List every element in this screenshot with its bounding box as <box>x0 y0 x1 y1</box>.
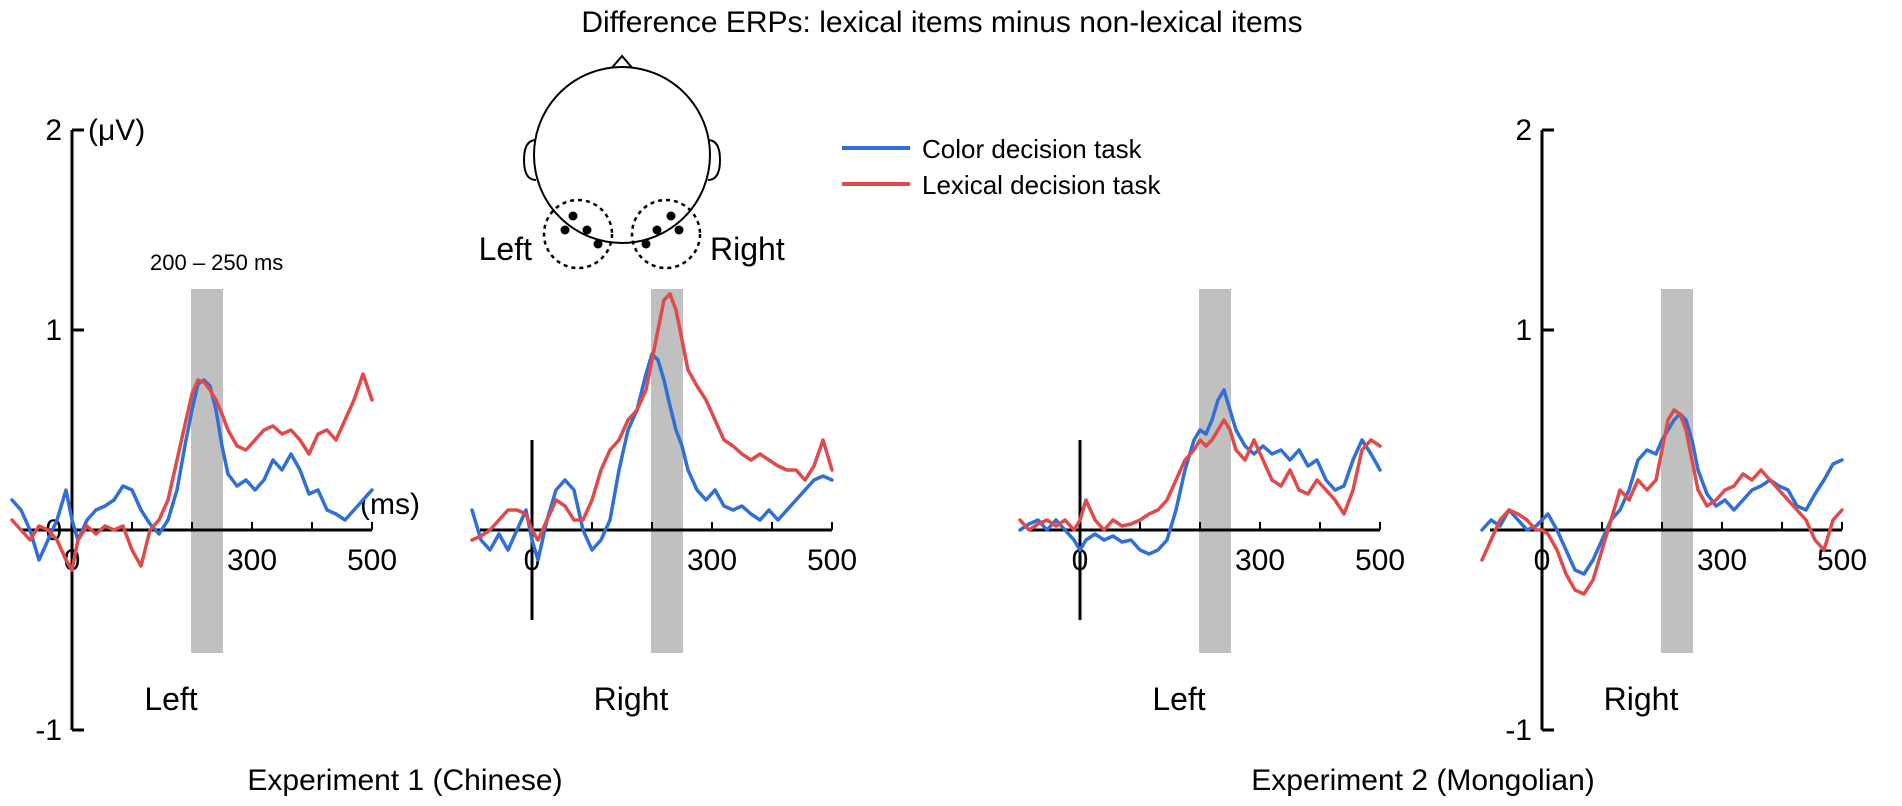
legend: Color decision task Lexical decision tas… <box>842 134 1161 200</box>
electrode-left-3 <box>582 225 592 235</box>
head-diagram: Left Right <box>479 54 785 270</box>
series-color-task-line <box>470 352 834 562</box>
series-lexical-task-line <box>10 372 374 572</box>
head-left-label: Left <box>479 231 532 267</box>
figure-title: Difference ERPs: lexical items minus non… <box>581 6 1302 39</box>
series-lexical-task-line <box>470 292 834 542</box>
legend-label-color-task: Color decision task <box>922 134 1143 164</box>
y-tick-label: -1 <box>1505 714 1532 747</box>
electrode-right-3 <box>652 225 662 235</box>
x-tick-label: 500 <box>807 544 857 577</box>
panel-label: Left <box>144 681 197 717</box>
right-electrode-group <box>630 198 702 270</box>
series-color-task-line <box>1018 388 1382 556</box>
x-tick-label: 300 <box>687 544 737 577</box>
y-tick-label: 1 <box>1515 314 1532 347</box>
legend-label-lexical-task: Lexical decision task <box>922 170 1161 200</box>
x-tick-label: 500 <box>347 544 397 577</box>
head-right-label: Right <box>710 231 785 267</box>
y-unit-label: (μV) <box>88 114 145 147</box>
series-lexical-task-line <box>1480 408 1844 596</box>
experiment-2-label: Experiment 2 (Mongolian) <box>1251 764 1595 797</box>
window-label: 200 – 250 ms <box>150 250 283 275</box>
head-outline <box>533 66 711 244</box>
electrode-right-2 <box>674 225 684 235</box>
panel-label: Right <box>594 681 669 717</box>
electrode-right-1 <box>666 211 676 221</box>
left-electrode-group <box>542 198 614 270</box>
panel-3: 0300500Left <box>1018 289 1405 717</box>
series-color-task-line <box>10 378 374 562</box>
analysis-window <box>191 289 223 653</box>
y-tick-label: -1 <box>35 714 62 747</box>
x-tick-label: 300 <box>1235 544 1285 577</box>
series-lexical-task-line <box>1018 418 1382 532</box>
y-tick-label: 2 <box>45 114 62 147</box>
head-right-ear <box>707 139 722 181</box>
electrode-right-4 <box>641 239 651 249</box>
panel-label: Left <box>1152 681 1205 717</box>
panel-label: Right <box>1604 681 1679 717</box>
y-tick-label: 2 <box>1515 114 1532 147</box>
electrode-left-1 <box>568 211 578 221</box>
electrode-left-2 <box>560 225 570 235</box>
panel-2: 0300500Right <box>470 289 857 717</box>
x-tick-label: 300 <box>1697 544 1747 577</box>
electrode-left-4 <box>593 239 603 249</box>
analysis-window <box>1661 289 1693 653</box>
x-tick-label: 300 <box>227 544 277 577</box>
x-tick-label: 500 <box>1355 544 1405 577</box>
y-tick-label: 1 <box>45 314 62 347</box>
panels: 0300500210-1Left0300500Right0300500Left0… <box>10 114 1867 747</box>
analysis-window <box>1199 289 1231 653</box>
experiment-1-label: Experiment 1 (Chinese) <box>247 764 562 797</box>
head-left-ear <box>522 139 537 181</box>
analysis-window <box>651 289 683 653</box>
